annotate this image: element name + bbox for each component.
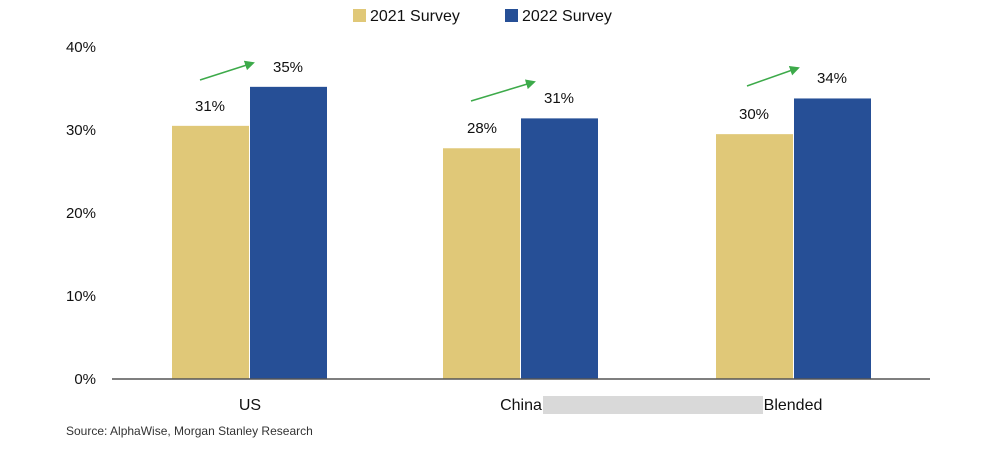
data-label-us-2021: 31% xyxy=(195,98,225,115)
legend-swatch-2022 xyxy=(505,9,518,22)
bar-blended-2022 xyxy=(794,98,871,380)
data-label-blended-2021: 30% xyxy=(739,106,769,123)
category-label-us: US xyxy=(239,397,261,414)
legend-label-2021: 2021 Survey xyxy=(370,8,460,25)
data-label-us-2022: 35% xyxy=(273,59,303,76)
bars xyxy=(172,86,871,380)
bar-us-2021 xyxy=(172,125,249,379)
trend-arrows xyxy=(199,60,800,102)
bar-china-2022 xyxy=(521,118,598,379)
x-axis-categories: US China Blended xyxy=(239,397,822,414)
trend-arrow-us xyxy=(199,60,255,81)
category-label-china: China xyxy=(500,397,542,414)
y-tick-label: 30% xyxy=(66,122,96,139)
trend-arrow-blended xyxy=(746,65,800,87)
legend-swatch-2021 xyxy=(353,9,366,22)
data-labels: 31% 35% 28% 31% 30% 34% xyxy=(195,59,847,137)
legend-label-2022: 2022 Survey xyxy=(522,8,612,25)
data-label-china-2022: 31% xyxy=(544,90,574,107)
y-tick-label: 20% xyxy=(66,205,96,222)
category-label-blended: Blended xyxy=(764,397,823,414)
y-tick-label: 10% xyxy=(66,288,96,305)
y-axis-ticks: 0% 10% 20% 30% 40% xyxy=(66,39,96,388)
y-tick-label: 40% xyxy=(66,39,96,56)
data-label-china-2021: 28% xyxy=(467,120,497,137)
legend: 2021 Survey 2022 Survey xyxy=(353,8,612,25)
y-tick-label: 0% xyxy=(74,371,96,388)
source-note: Source: AlphaWise, Morgan Stanley Resear… xyxy=(66,424,313,438)
data-label-blended-2022: 34% xyxy=(817,70,847,87)
bar-china-2021 xyxy=(443,148,520,379)
bar-us-2022 xyxy=(250,86,327,379)
redacted-area xyxy=(543,396,763,414)
bar-blended-2021 xyxy=(716,134,793,379)
trend-arrow-china xyxy=(470,79,536,102)
